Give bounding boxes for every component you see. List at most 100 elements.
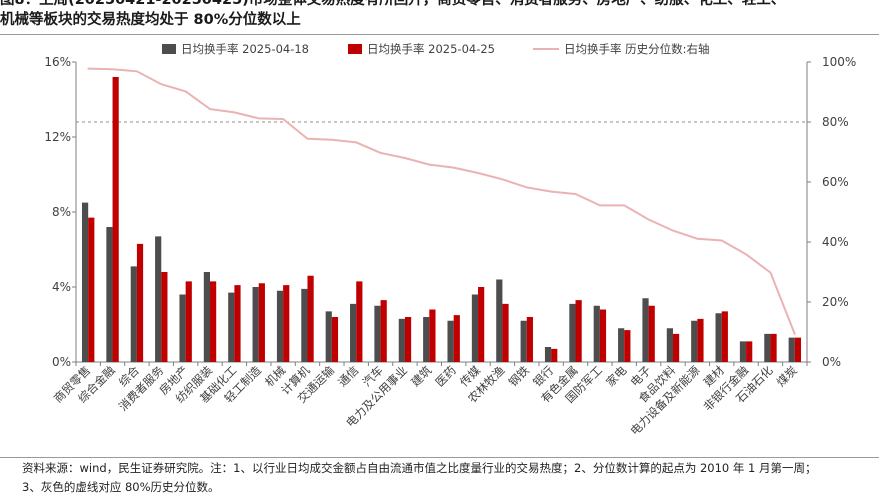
bar-series-1 — [739, 341, 747, 362]
bar-series-1 — [398, 318, 405, 362]
percentile-point — [306, 138, 309, 140]
bar-series-2 — [234, 285, 241, 362]
legend-label-2: 日均换手率 2025-04-25 — [367, 42, 495, 56]
bar-series-1 — [544, 347, 552, 362]
percentile-point — [501, 178, 504, 181]
right-axis-tick-label: 0% — [822, 355, 841, 369]
legend-swatch-2 — [348, 44, 362, 54]
legend-label-1: 日均换手率 2025-04-18 — [181, 42, 309, 56]
percentile-point — [477, 172, 479, 174]
bar-series-2 — [478, 287, 485, 362]
percentile-point — [599, 204, 601, 207]
right-axis-tick-label: 80% — [822, 115, 849, 129]
bar-series-2 — [283, 285, 290, 362]
percentile-point — [794, 333, 796, 335]
bar-series-2 — [697, 318, 704, 362]
bar-series-1 — [179, 294, 186, 362]
bar-series-1 — [325, 311, 332, 362]
percentile-point — [160, 83, 163, 85]
bar-series-2 — [794, 337, 802, 362]
bar-series-2 — [356, 281, 363, 362]
bar-series-2 — [624, 330, 631, 362]
bar-series-1 — [155, 236, 162, 362]
bar-series-2 — [185, 281, 192, 362]
title-divider — [0, 34, 879, 35]
bar-series-1 — [666, 328, 673, 362]
percentile-point — [647, 218, 650, 221]
bar-series-1 — [130, 266, 137, 362]
bar-series-1 — [471, 294, 479, 362]
left-axis-tick-label: 16% — [44, 55, 71, 69]
bar-series-2 — [331, 317, 339, 362]
percentile-point — [452, 166, 455, 169]
percentile-point — [331, 138, 333, 141]
left-axis-tick-label: 8% — [52, 205, 71, 219]
percentile-point — [136, 70, 138, 73]
category-label: 钢铁 — [506, 363, 533, 390]
percentile-point — [87, 67, 89, 70]
bar-series-2 — [648, 305, 655, 362]
bar-series-2 — [112, 77, 119, 362]
footer-divider — [0, 457, 879, 458]
bar-series-2 — [210, 281, 217, 362]
bar-series-1 — [252, 287, 259, 362]
percentile-point — [233, 111, 236, 114]
right-axis-tick-label: 20% — [822, 295, 849, 309]
bar-series-2 — [575, 300, 582, 362]
bar-series-2 — [502, 303, 509, 362]
category-label: 建筑 — [408, 363, 435, 390]
bar-series-1 — [106, 227, 113, 362]
percentile-point — [379, 152, 382, 154]
category-label: 家电 — [603, 363, 630, 390]
chart-title-line-2: 机械等板块的交易热度均处于 80%分位数以上 — [0, 12, 301, 28]
category-label: 医药 — [433, 363, 459, 389]
bar-series-1 — [618, 328, 625, 362]
bar-series-1 — [520, 320, 527, 362]
percentile-point — [672, 229, 674, 232]
right-axis-tick-label: 40% — [822, 235, 849, 249]
bar-series-1 — [447, 320, 454, 362]
bar-series-2 — [746, 341, 753, 362]
percentile-point — [623, 204, 626, 207]
percentile-point — [355, 141, 358, 144]
percentile-point — [111, 68, 114, 70]
bar-series-2 — [453, 315, 460, 362]
percentile-point — [428, 163, 431, 166]
category-label: 煤炭 — [774, 363, 800, 389]
bar-series-1 — [642, 298, 649, 362]
percentile-point — [209, 108, 211, 110]
bar-series-1 — [350, 303, 357, 362]
percentile-point — [184, 90, 187, 93]
percentile-point — [696, 237, 699, 240]
percentile-point — [550, 190, 552, 193]
bar-series-2 — [136, 243, 144, 362]
bar-series-2 — [526, 317, 533, 362]
bar-series-1 — [81, 202, 89, 362]
percentile-point — [282, 118, 284, 120]
percentile-point — [404, 157, 406, 159]
percentile-point — [257, 117, 260, 120]
bar-series-2 — [770, 333, 777, 362]
source-note: 资料来源：wind，民生证券研究院。注：1、以行业日均成交金额占自由流通市值之比… — [22, 459, 872, 497]
percentile-point — [525, 186, 528, 189]
bar-series-2 — [258, 283, 265, 362]
left-axis-tick-label: 12% — [44, 130, 71, 144]
category-label: 通信 — [335, 363, 361, 389]
percentile-line — [88, 67, 796, 335]
bar-series-1 — [569, 303, 576, 362]
right-axis-tick-label: 60% — [822, 175, 849, 189]
right-axis-tick-label: 100% — [822, 55, 856, 69]
bar-series-1 — [423, 317, 430, 362]
percentile-point — [745, 253, 747, 256]
bar-series-2 — [161, 272, 168, 362]
turnover-chart: 0%4%8%12%16%0%20%40%60%80%100%商贸零售综合金融综合… — [44, 42, 856, 438]
percentile-point — [720, 239, 723, 242]
bar-series-1 — [228, 292, 235, 362]
bar-series-2 — [429, 309, 436, 362]
bar-series-1 — [764, 333, 771, 362]
bar-series-1 — [276, 290, 284, 362]
bar-series-1 — [788, 337, 795, 362]
left-axis-tick-label: 4% — [52, 280, 71, 294]
bar-series-2 — [380, 300, 387, 362]
bar-series-2 — [88, 217, 95, 362]
